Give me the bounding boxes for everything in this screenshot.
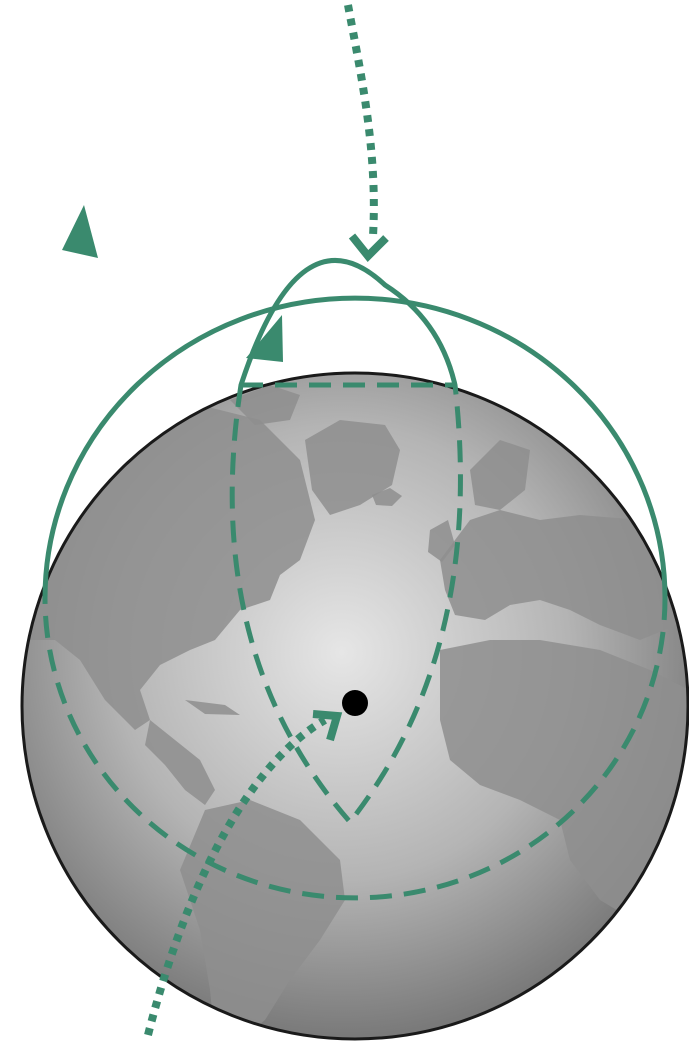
europe-landmass bbox=[440, 510, 688, 640]
large-orbit-direction-arrow bbox=[62, 205, 98, 258]
small-orbit-visible-arc bbox=[238, 257, 458, 388]
south-america-landmass bbox=[180, 800, 345, 1039]
incoming-trajectory-path bbox=[344, 4, 378, 237]
arctic-islands bbox=[230, 385, 300, 425]
incoming-trajectory bbox=[344, 4, 389, 262]
large-elliptical-orbit bbox=[42, 205, 668, 901]
departing-trajectory bbox=[144, 710, 343, 1036]
departing-trajectory-arrowhead bbox=[312, 710, 343, 742]
incoming-trajectory-arrowhead bbox=[348, 233, 389, 262]
central-america-landmass bbox=[145, 720, 215, 805]
greenland-landmass bbox=[305, 420, 400, 515]
earth-center-dot bbox=[342, 690, 368, 716]
british-isles-landmass bbox=[428, 520, 455, 562]
globe-outline bbox=[20, 371, 689, 1041]
large-orbit-hidden-arc bbox=[42, 597, 668, 901]
scandinavia-landmass bbox=[470, 440, 530, 510]
cuba-landmass bbox=[185, 700, 240, 715]
small-orbit-lower-arc bbox=[229, 384, 463, 826]
small-elliptical-orbit bbox=[229, 257, 463, 826]
iceland-landmass bbox=[372, 488, 402, 506]
small-orbit-direction-arrow bbox=[246, 315, 283, 362]
large-orbit-visible-arc bbox=[42, 295, 668, 601]
africa-landmass bbox=[440, 640, 688, 930]
